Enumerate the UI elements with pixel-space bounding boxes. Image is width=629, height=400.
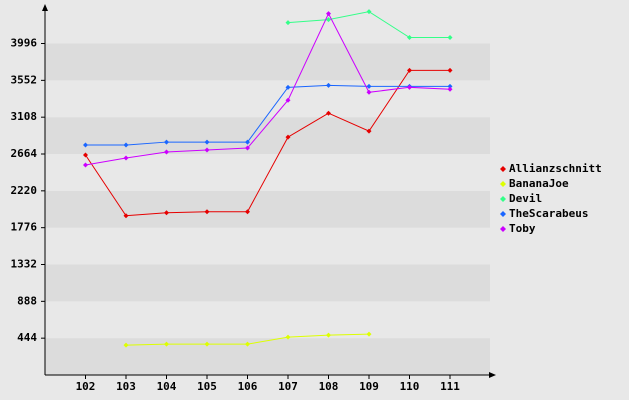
data-point xyxy=(326,11,331,17)
x-tick-label: 105 xyxy=(197,380,217,393)
data-point xyxy=(285,334,291,340)
data-point xyxy=(245,209,250,215)
series-line xyxy=(85,69,450,217)
y-axis-arrow xyxy=(42,4,48,11)
y-tick-label: 3996 xyxy=(11,37,38,50)
plot-band xyxy=(45,154,490,191)
y-tick-label: 1776 xyxy=(11,221,38,234)
legend-label: TheScarabeus xyxy=(509,207,588,220)
x-tick-label: 109 xyxy=(359,380,379,393)
series-line xyxy=(85,84,450,146)
data-point xyxy=(366,83,372,89)
data-point xyxy=(204,139,210,145)
legend-marker xyxy=(500,211,506,217)
data-point xyxy=(285,97,291,103)
legend-marker xyxy=(500,181,506,187)
y-tick-label: 3108 xyxy=(11,110,38,123)
legend-marker xyxy=(500,196,506,202)
data-point xyxy=(83,142,88,148)
y-tick-label: 888 xyxy=(17,294,37,307)
data-point xyxy=(326,332,331,338)
data-point xyxy=(326,110,331,116)
x-tick-label: 103 xyxy=(116,380,136,393)
legend-label: Toby xyxy=(509,222,536,235)
data-point xyxy=(164,139,169,145)
data-point xyxy=(123,142,129,148)
data-point xyxy=(407,84,412,90)
data-point xyxy=(245,139,250,145)
x-tick-label: 104 xyxy=(157,380,177,393)
data-point xyxy=(326,17,331,23)
y-tick-label: 1332 xyxy=(11,258,38,271)
plot-band xyxy=(45,117,490,155)
data-point xyxy=(164,341,169,347)
data-point xyxy=(123,155,129,161)
data-point xyxy=(447,86,453,92)
plot-band xyxy=(45,227,490,265)
data-point xyxy=(366,331,372,337)
data-point xyxy=(204,147,210,153)
x-axis-arrow xyxy=(489,372,496,378)
series-line xyxy=(85,12,451,166)
data-point xyxy=(285,20,291,26)
legend-label: BananaJoe xyxy=(509,177,569,190)
x-tick-label: 111 xyxy=(440,380,460,393)
legend-label: Devil xyxy=(509,192,542,205)
y-tick-label: 3552 xyxy=(11,73,38,86)
x-tick-label: 110 xyxy=(400,380,420,393)
plot-band xyxy=(45,190,490,228)
data-point xyxy=(407,67,412,73)
data-point xyxy=(83,162,88,168)
data-point xyxy=(447,83,453,89)
x-tick-label: 102 xyxy=(76,380,96,393)
data-point xyxy=(366,89,372,95)
data-point xyxy=(83,152,88,158)
data-point xyxy=(164,149,169,155)
data-point xyxy=(204,209,210,215)
data-point xyxy=(285,134,291,140)
data-point xyxy=(326,82,331,88)
plot-band xyxy=(45,43,490,81)
plot-band xyxy=(45,10,490,44)
data-point xyxy=(164,210,169,216)
data-point xyxy=(447,67,453,73)
data-point xyxy=(407,35,412,41)
data-point xyxy=(245,341,250,347)
legend-marker xyxy=(500,226,506,232)
x-tick-label: 106 xyxy=(238,380,258,393)
data-point xyxy=(123,342,129,348)
y-tick-label: 2220 xyxy=(11,184,38,197)
y-tick-label: 444 xyxy=(17,331,37,344)
data-point xyxy=(285,84,291,90)
plot-band xyxy=(45,338,490,375)
y-tick-label: 2664 xyxy=(11,147,38,160)
legend-marker xyxy=(500,166,506,172)
data-point xyxy=(245,145,250,151)
data-point xyxy=(366,9,372,15)
legend-label: Allianzschnitt xyxy=(509,162,602,175)
plot-band xyxy=(45,301,490,339)
x-tick-label: 108 xyxy=(319,380,339,393)
data-point xyxy=(366,128,372,134)
data-point xyxy=(447,35,453,41)
plot-band xyxy=(45,264,490,302)
data-point xyxy=(204,341,210,347)
x-tick-label: 107 xyxy=(278,380,298,393)
data-point xyxy=(123,213,129,219)
